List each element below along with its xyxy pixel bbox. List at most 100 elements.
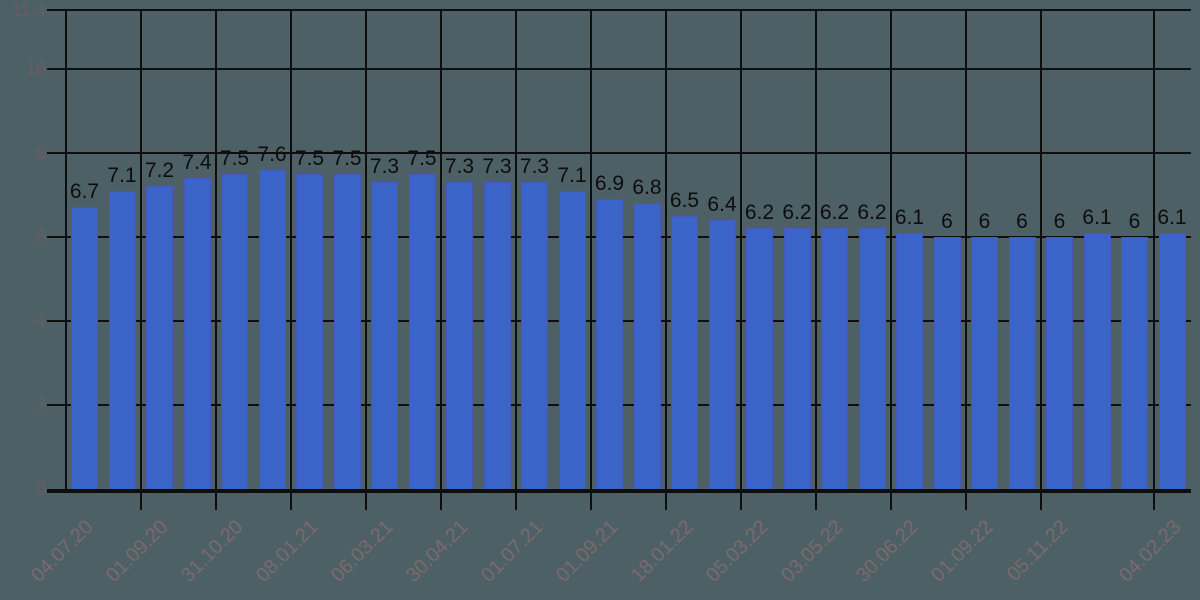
bar	[146, 186, 173, 492]
bar-value-label: 6	[1016, 209, 1028, 233]
y-tick-label: 0	[35, 479, 46, 499]
bar	[633, 203, 661, 492]
bar-value-label: 7.1	[107, 163, 137, 187]
bar	[746, 228, 773, 492]
bar-value-label: 7.3	[482, 155, 512, 179]
bar-value-label: 7.3	[369, 155, 400, 179]
bar-value-label: 6	[1053, 209, 1066, 233]
x-tick-label: 04.02.23	[1114, 516, 1186, 587]
bar-value-label: 6.2	[857, 201, 887, 225]
x-gridline	[665, 10, 667, 489]
bar	[783, 228, 811, 492]
bar	[221, 173, 248, 492]
x-tick	[290, 490, 292, 510]
x-tick	[215, 490, 217, 510]
bar-value-label: 6.1	[894, 205, 925, 229]
y-tick-label: 4	[35, 310, 46, 331]
y-tick-label: 2	[35, 394, 46, 415]
y-gridline	[47, 67, 1191, 70]
y-tick-label: 8	[35, 142, 46, 163]
x-gridline	[515, 10, 517, 489]
bar-value-label: 7.3	[444, 155, 475, 179]
bar	[558, 190, 586, 492]
x-gridline	[740, 10, 742, 489]
bar	[971, 236, 998, 492]
y-tick-label: 6	[35, 226, 46, 247]
y-gridline	[47, 9, 1191, 11]
bar-value-label: 6.2	[819, 201, 850, 225]
bar	[933, 236, 961, 492]
bar	[71, 207, 98, 492]
x-gridline	[1040, 10, 1042, 489]
bar	[1083, 232, 1111, 492]
bar-value-label: 6.8	[632, 176, 662, 200]
bar-value-label: 6.1	[1082, 205, 1112, 229]
x-gridline	[365, 10, 367, 489]
bar-value-label: 7.5	[219, 146, 250, 170]
bar-value-label: 6.1	[1157, 205, 1187, 229]
bar-value-label: 6	[978, 209, 991, 233]
x-tick	[140, 490, 142, 510]
bar-value-label: 6	[941, 209, 953, 233]
bar	[108, 190, 136, 492]
x-gridline	[590, 10, 592, 489]
x-tick	[1040, 490, 1042, 510]
bar	[1158, 232, 1186, 492]
bar-value-label: 6.9	[594, 172, 625, 196]
y-tick-label: 11.4	[12, 0, 46, 20]
y-gridline	[47, 151, 1191, 154]
bar	[821, 228, 848, 492]
x-gridline	[215, 10, 217, 489]
x-gridline	[290, 10, 292, 489]
x-tick	[440, 490, 442, 510]
bar	[708, 220, 736, 492]
bar-value-label: 7.6	[257, 142, 287, 166]
y-tick-label: 10	[25, 58, 46, 79]
bar	[1008, 236, 1036, 492]
bar	[896, 232, 923, 492]
bar	[858, 228, 886, 492]
bar-value-label: 7.5	[332, 146, 362, 170]
bar	[596, 199, 623, 492]
bar	[1121, 236, 1148, 492]
x-gridline	[140, 10, 142, 489]
bar	[446, 182, 473, 492]
x-tick	[665, 490, 667, 510]
x-axis-line	[47, 489, 1191, 493]
x-gridline	[815, 10, 817, 489]
x-tick	[890, 490, 892, 510]
bar	[183, 178, 211, 492]
bar	[296, 173, 323, 492]
bar-value-label: 6.2	[744, 201, 775, 225]
bar-value-label: 7.5	[294, 146, 325, 170]
x-gridline	[890, 10, 892, 489]
bar-value-label: 6.7	[69, 180, 100, 204]
bar-value-label: 6.2	[782, 201, 812, 225]
bar-value-label: 7.3	[519, 155, 550, 179]
bar	[483, 182, 511, 492]
bar-value-label: 7.5	[407, 146, 437, 170]
bar-value-label: 6.4	[707, 193, 737, 217]
bar	[258, 169, 286, 492]
bar	[1046, 236, 1073, 492]
bar	[521, 182, 548, 492]
bar-value-label: 6	[1128, 209, 1141, 233]
bar-value-label: 6.5	[669, 188, 700, 212]
bar	[671, 215, 698, 492]
x-tick	[515, 490, 517, 510]
x-tick	[590, 490, 592, 510]
x-tick	[740, 490, 742, 510]
bar-value-label: 7.2	[144, 159, 175, 183]
bar-value-label: 7.1	[557, 163, 587, 187]
bar	[408, 173, 436, 492]
x-tick	[365, 490, 367, 510]
bar-value-label: 7.4	[182, 151, 212, 175]
x-gridline	[1152, 10, 1155, 489]
bar	[371, 182, 398, 492]
x-tick-label: 04.07.20	[26, 516, 98, 587]
x-tick	[1152, 490, 1155, 510]
x-tick	[965, 490, 967, 510]
x-gridline	[965, 10, 967, 489]
